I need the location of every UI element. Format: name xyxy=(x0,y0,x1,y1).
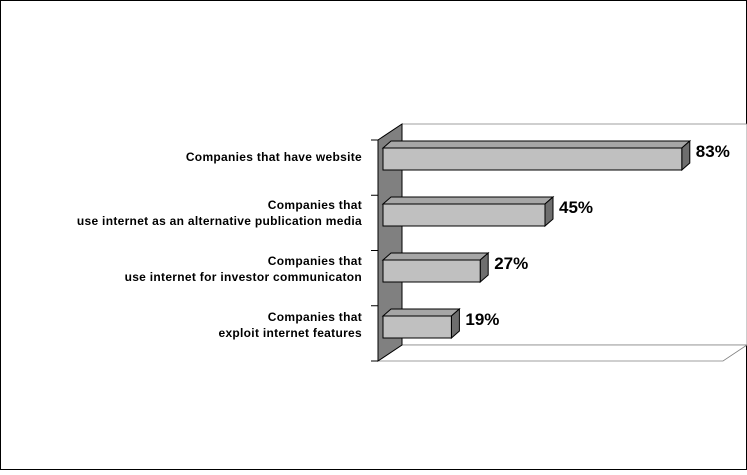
category-label-line: use internet for investor communicaton xyxy=(125,270,362,284)
category-label-line: exploit internet features xyxy=(218,326,362,340)
value-label: 27% xyxy=(494,254,528,273)
category-label-line: Companies that xyxy=(268,254,362,268)
bar xyxy=(383,204,545,226)
value-label: 83% xyxy=(696,142,730,161)
bar-top-face xyxy=(383,197,553,204)
category-label-line: Companies that have website xyxy=(186,150,362,164)
category-label-line: use internet as an alternative publicati… xyxy=(77,214,362,228)
bar-top-face xyxy=(383,253,488,260)
bar-top-face xyxy=(383,309,459,316)
category-label: Companies that have website xyxy=(186,150,362,164)
bar-top-face xyxy=(383,141,690,148)
category-label-line: Companies that xyxy=(268,198,362,212)
value-label: 45% xyxy=(559,198,593,217)
bar xyxy=(383,148,682,170)
bar xyxy=(383,260,480,282)
bar xyxy=(383,316,451,338)
category-label-line: Companies that xyxy=(268,310,362,324)
chart-floor xyxy=(378,345,747,361)
value-label: 19% xyxy=(465,310,499,329)
